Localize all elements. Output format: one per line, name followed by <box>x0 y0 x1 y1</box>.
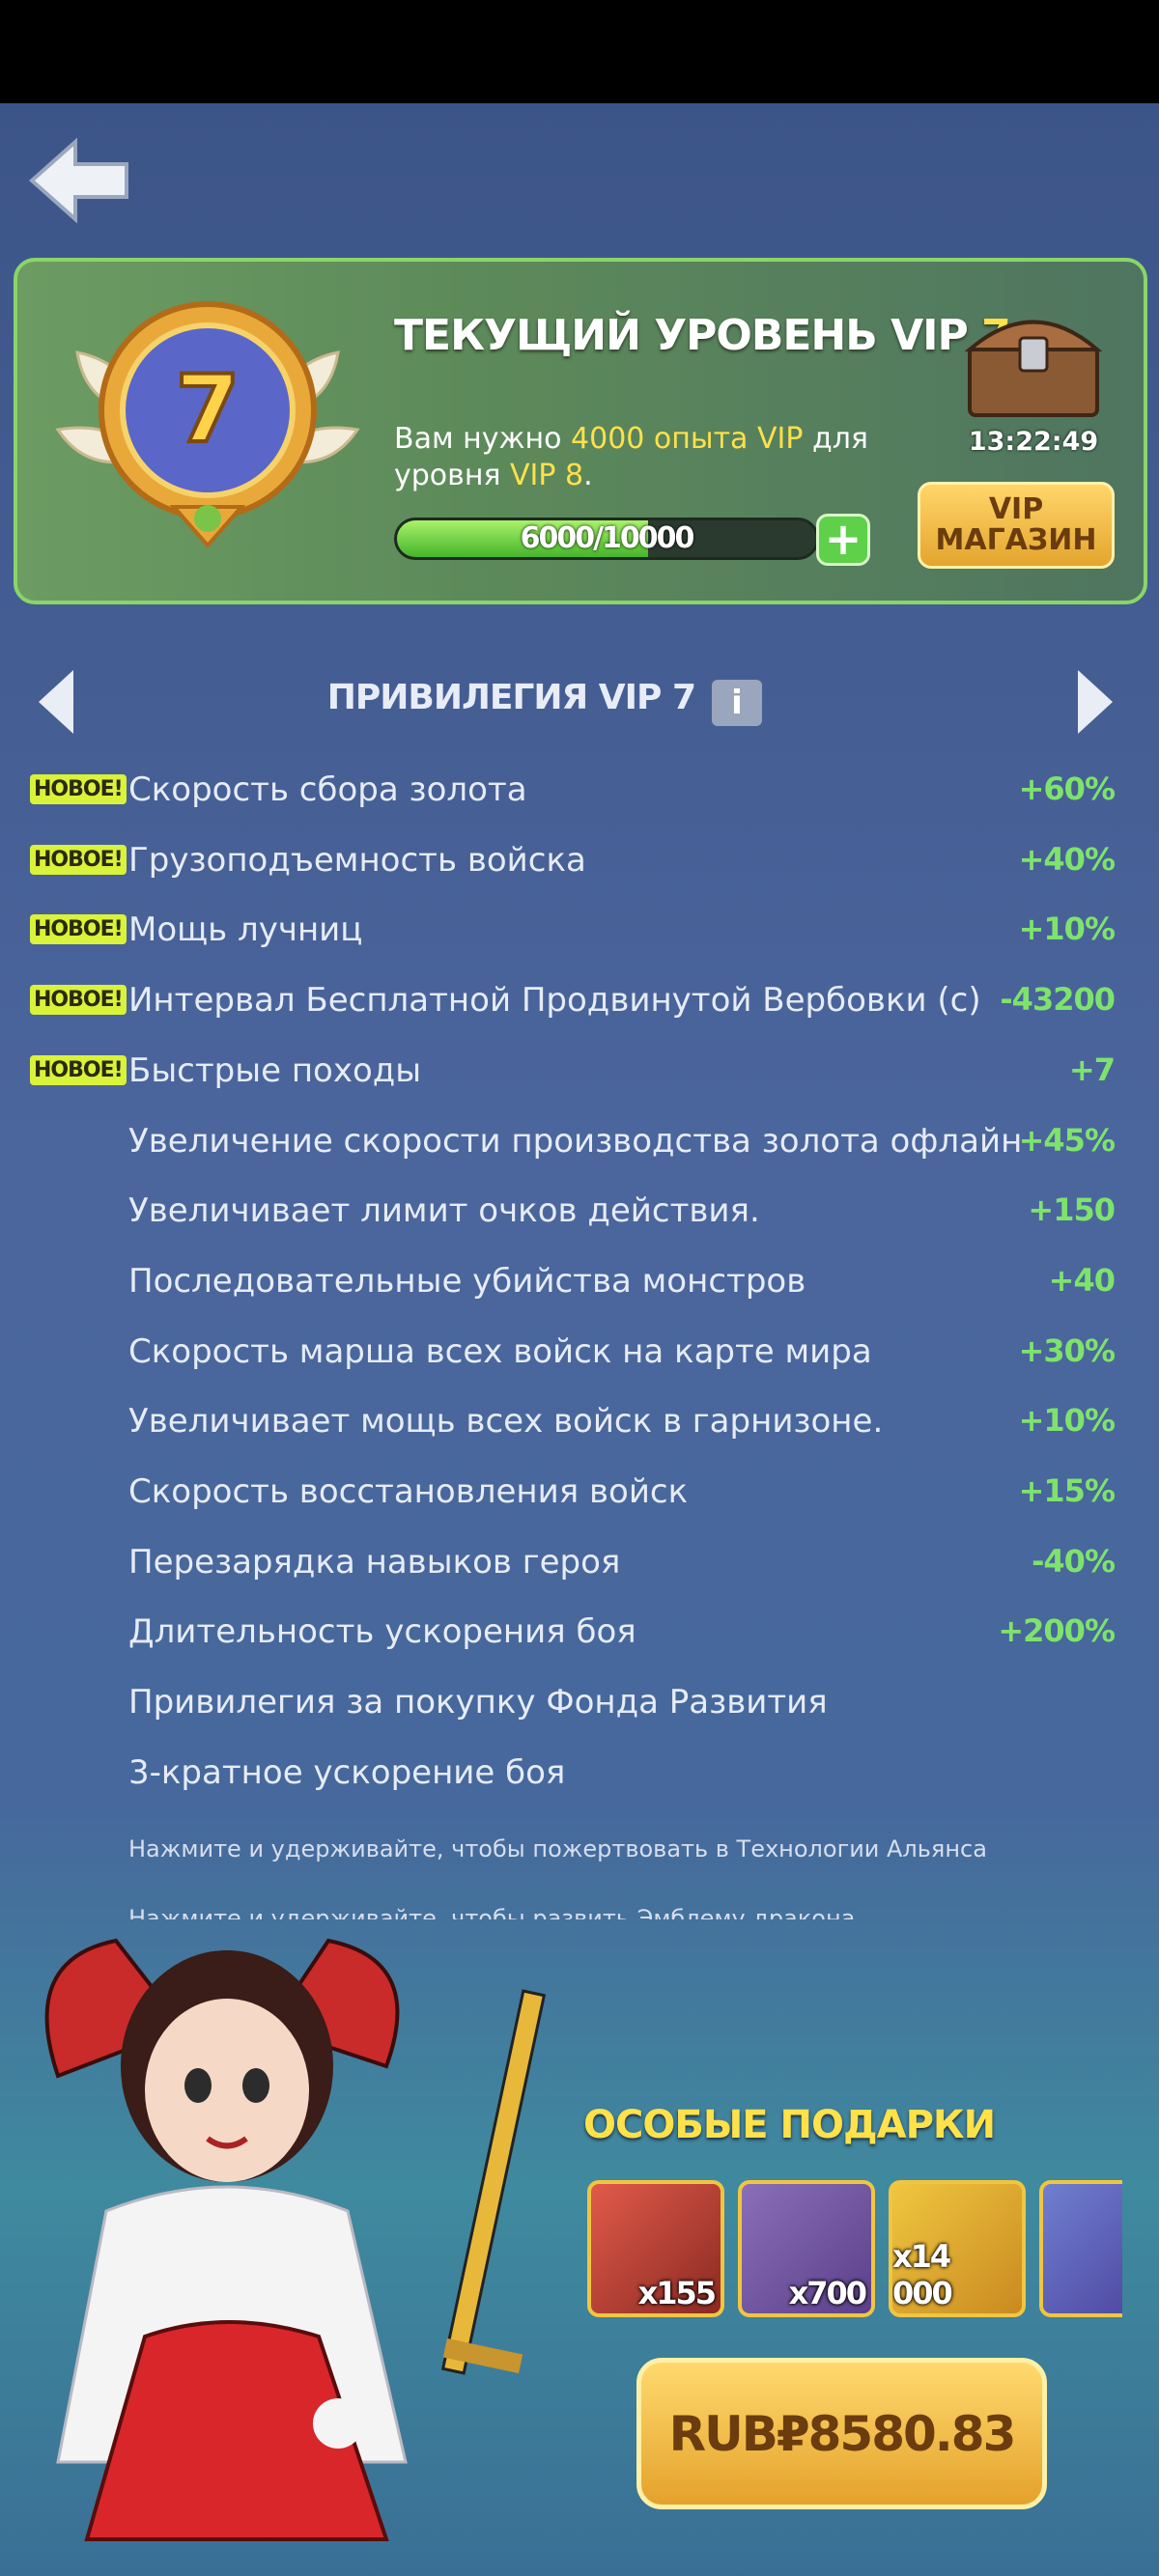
vip-description: Вам нужно 4000 опыта VIP для уровня VIP … <box>394 421 896 494</box>
privilege-value: +30% <box>1018 1331 1116 1369</box>
privilege-row: Увеличение скорости производства золота … <box>0 1114 1159 1172</box>
privilege-text: Грузоподъемность войска <box>128 840 586 880</box>
new-tag: НОВОЕ! <box>30 844 127 875</box>
privilege-row: НОВОЕ! Скорость сбора золота +60% <box>0 763 1159 821</box>
privilege-text: Увеличивает мощь всех войск в гарнизоне. <box>128 1402 884 1442</box>
new-tag: НОВОЕ! <box>30 914 127 945</box>
new-tag: НОВОЕ! <box>30 774 127 804</box>
description-part: VIP 8 <box>510 459 584 492</box>
privilege-row: Привилегия за покупку Фонда Развития <box>0 1675 1159 1733</box>
status-bar <box>0 0 1159 103</box>
privilege-text: Интервал Бесплатной Продвинутой Вербовки… <box>128 981 981 1021</box>
privilege-row: Скорость марша всех войск на карте мира +… <box>0 1325 1159 1383</box>
privilege-row: 3-кратное ускорение боя <box>0 1746 1159 1804</box>
description-part: для уровня <box>394 422 868 492</box>
privilege-value: +10% <box>1018 910 1116 948</box>
privilege-row: Скорость восстановления войск +15% <box>0 1465 1159 1523</box>
back-button[interactable] <box>27 137 133 224</box>
gift-quantity: x700 <box>788 2275 867 2311</box>
privilege-row: НОВОЕ! Грузоподъемность войска +40% <box>0 833 1159 891</box>
privilege-value: +40% <box>1018 840 1116 878</box>
prev-arrow[interactable] <box>35 668 77 736</box>
privilege-value: +15% <box>1018 1472 1116 1509</box>
chest-icon[interactable] <box>962 299 1105 420</box>
privilege-row: НОВОЕ! Мощь лучниц +10% <box>0 903 1159 961</box>
privilege-value: +200% <box>998 1612 1116 1650</box>
privilege-text: Мощь лучниц <box>128 910 363 950</box>
privilege-text: Увеличение скорости производства золота … <box>128 1121 1023 1161</box>
new-tag: НОВОЕ! <box>30 1054 127 1085</box>
privilege-text: Последовательные убийства монстров <box>128 1261 806 1301</box>
privilege-text: Скорость сбора золота <box>128 770 527 809</box>
privilege-value: +45% <box>1018 1121 1116 1159</box>
privilege-list: НОВОЕ! Скорость сбора золота +60% НОВОЕ! Гру… <box>0 763 1159 1919</box>
privilege-row: Увеличивает лимит очков действия. +150 <box>0 1184 1159 1242</box>
privilege-value: +10% <box>1018 1402 1116 1440</box>
privilege-text: Скорость восстановления войск <box>128 1472 689 1511</box>
gift-item[interactable]: x14 000 <box>889 2180 1026 2317</box>
gift-item[interactable]: x155 <box>587 2180 724 2317</box>
privilege-value: -43200 <box>1000 981 1116 1019</box>
hero-art <box>44 1938 547 2541</box>
privilege-value: +150 <box>1028 1191 1116 1229</box>
new-tag: НОВОЕ! <box>30 985 127 1016</box>
privilege-row: Длительность ускорения боя +200% <box>0 1605 1159 1663</box>
description-part: Вам нужно <box>394 422 572 456</box>
vip-badge: 7 <box>55 301 360 549</box>
vip-shop-button[interactable]: VIP МАГАЗИН <box>918 482 1115 569</box>
privilege-text: Длительность ускорения боя <box>128 1612 636 1652</box>
vip-title-text: ТЕКУЩИЙ УРОВЕНЬ VIP <box>394 311 969 360</box>
add-exp-button[interactable]: + <box>816 514 870 566</box>
privilege-value: -40% <box>1032 1542 1116 1580</box>
privilege-text: Скорость марша всех войск на карте мира <box>128 1331 872 1371</box>
privilege-row: Увеличивает мощь всех войск в гарнизоне.… <box>0 1394 1159 1452</box>
info-button[interactable]: i <box>712 680 762 726</box>
privilege-note: Нажмите и удерживайте, чтобы развить Эмб… <box>128 1904 856 1920</box>
buy-button[interactable]: RUB₽8580.83 <box>636 2358 1047 2509</box>
privilege-value: +60% <box>1018 770 1116 807</box>
privilege-note: Нажмите и удерживайте, чтобы пожертвоват… <box>128 1834 987 1862</box>
privilege-text: Быстрые походы <box>128 1050 422 1090</box>
privilege-text: Увеличивает лимит очков действия. <box>128 1191 760 1231</box>
progress-text: 6000/10000 <box>520 521 695 555</box>
vip-title: ТЕКУЩИЙ УРОВЕНЬ VIP 7 <box>394 311 1011 360</box>
description-part: . <box>583 459 593 492</box>
privilege-row: Последовательные убийства монстров +40 <box>0 1254 1159 1312</box>
gift-strip: x155 x700 x14 000 x1 <box>583 0 1122 2576</box>
progress-fill <box>397 520 649 557</box>
privilege-row: Перезарядка навыков героя -40% <box>0 1535 1159 1593</box>
privilege-row: НОВОЕ! Быстрые походы +7 <box>0 1044 1159 1102</box>
description-part: 4000 опыта VIP <box>571 422 804 456</box>
gift-item[interactable]: x700 <box>738 2180 875 2317</box>
badge-level: 7 <box>176 355 240 463</box>
privilege-row: НОВОЕ! Интервал Бесплатной Продвинутой Ве… <box>0 973 1159 1031</box>
privilege-title: ПРИВИЛЕГИЯ VIP 7 <box>326 678 696 717</box>
privilege-text: 3-кратное ускорение боя <box>128 1752 566 1792</box>
next-arrow[interactable] <box>1074 668 1117 736</box>
privilege-value: +40 <box>1048 1261 1116 1299</box>
privilege-text: Привилегия за покупку Фонда Развития <box>128 1683 828 1722</box>
privilege-value: +7 <box>1068 1050 1116 1088</box>
gift-quantity: x155 <box>637 2275 717 2311</box>
privilege-text: Перезарядка навыков героя <box>128 1542 621 1582</box>
gift-item[interactable]: x1 <box>1039 2180 1122 2317</box>
chest-timer: 13:22:49 <box>968 427 1099 457</box>
progress-bar: 6000/10000 <box>394 518 819 560</box>
gift-quantity: x14 000 <box>892 2238 953 2311</box>
gifts-title: ОСОБЫЕ ПОДАРКИ <box>583 2103 996 2147</box>
